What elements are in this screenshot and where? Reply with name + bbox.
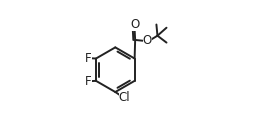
Text: F: F bbox=[85, 75, 92, 88]
Text: O: O bbox=[143, 34, 152, 47]
Text: O: O bbox=[130, 18, 139, 31]
Text: F: F bbox=[85, 52, 92, 65]
Text: Cl: Cl bbox=[119, 91, 130, 104]
